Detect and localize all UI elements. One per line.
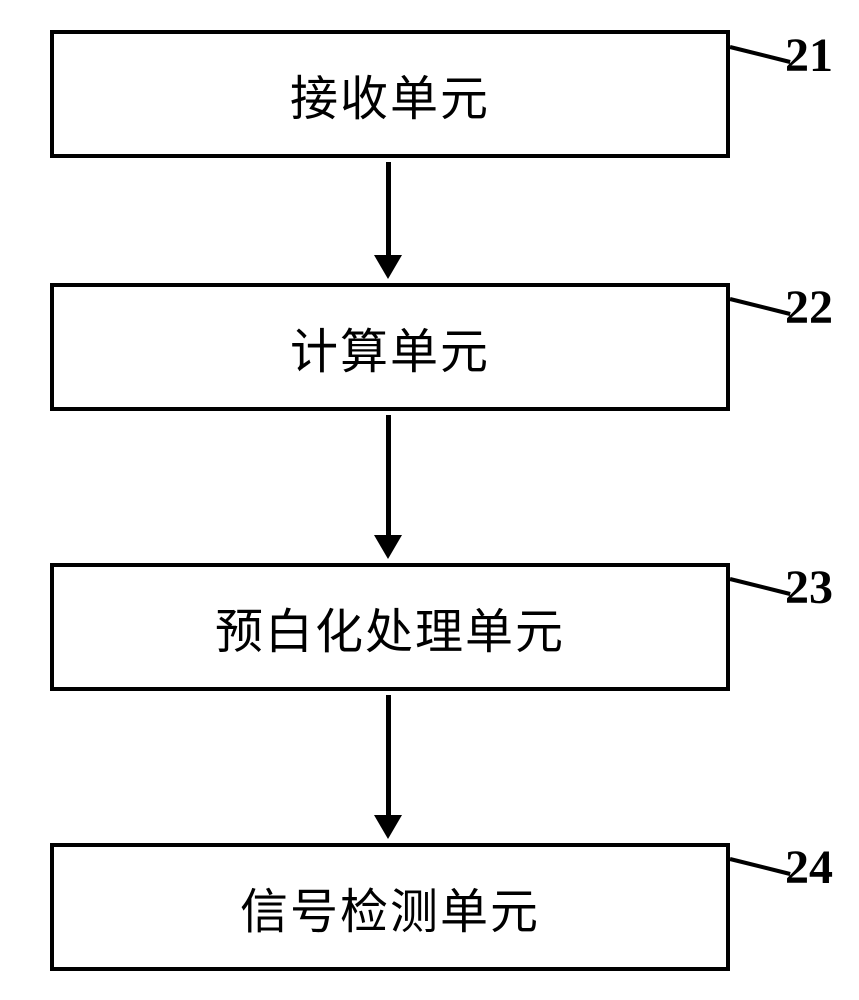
- ref-lead: [730, 857, 791, 876]
- block-receive-unit: 接收单元: [50, 30, 730, 158]
- block-prewhitening-unit: 预白化处理单元: [50, 563, 730, 691]
- ref-lead: [730, 577, 791, 596]
- arrow-down: [386, 695, 391, 817]
- diagram-canvas: 接收单元 21 计算单元 22 预白化处理单元 23 信号检测单元 24: [0, 0, 859, 1000]
- block-label: 预白化处理单元: [215, 592, 565, 662]
- arrow-down: [386, 162, 391, 257]
- ref-number: 24: [785, 840, 833, 895]
- ref-lead: [730, 297, 791, 316]
- ref-number: 23: [785, 560, 833, 615]
- block-label: 计算单元: [290, 312, 490, 382]
- ref-lead: [730, 45, 791, 64]
- arrow-head-icon: [374, 815, 402, 839]
- arrow-head-icon: [374, 535, 402, 559]
- block-label: 接收单元: [290, 59, 490, 129]
- block-label: 信号检测单元: [240, 872, 540, 942]
- block-compute-unit: 计算单元: [50, 283, 730, 411]
- ref-number: 21: [785, 28, 833, 83]
- ref-number: 22: [785, 280, 833, 335]
- block-signal-detect-unit: 信号检测单元: [50, 843, 730, 971]
- arrow-down: [386, 415, 391, 537]
- arrow-head-icon: [374, 255, 402, 279]
